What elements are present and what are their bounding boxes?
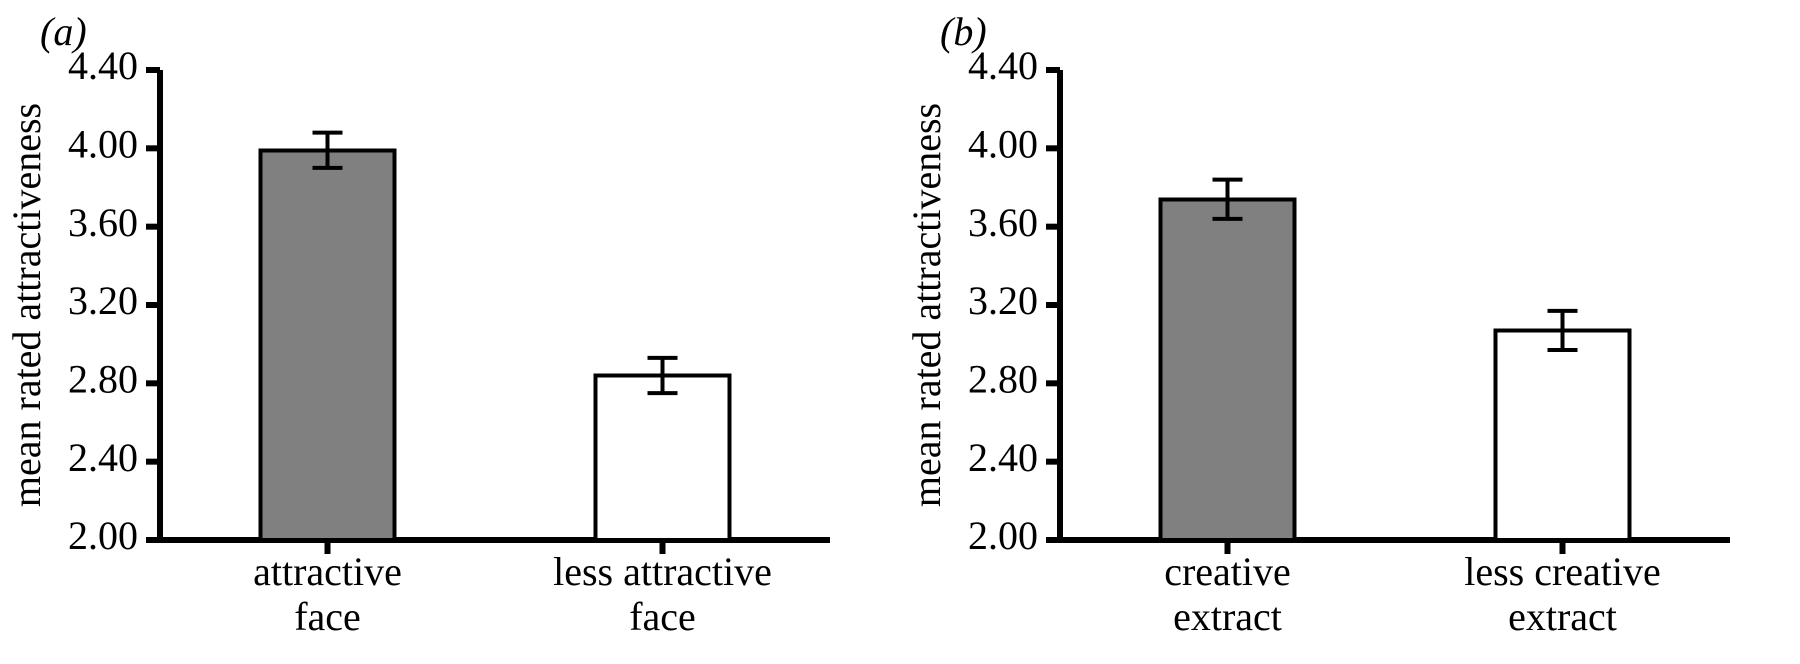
category-label: attractive — [253, 549, 402, 594]
category-label: less creative — [1464, 549, 1661, 594]
category-label: creative — [1164, 549, 1291, 594]
panel-a-svg: 2.002.402.803.203.604.004.40mean rated a… — [0, 0, 900, 664]
ytick-label: 2.00 — [968, 513, 1038, 558]
category-label: face — [629, 594, 696, 639]
bar — [596, 376, 730, 541]
ytick-label: 2.40 — [968, 435, 1038, 480]
category-label: less attractive — [553, 549, 772, 594]
panel-b-svg: 2.002.402.803.203.604.004.40mean rated a… — [900, 0, 1800, 664]
ytick-label: 4.00 — [968, 122, 1038, 167]
figure: (a) 2.002.402.803.203.604.004.40mean rat… — [0, 0, 1800, 664]
y-axis-label: mean rated attractiveness — [904, 103, 949, 507]
ytick-label: 3.60 — [68, 200, 138, 245]
ytick-label: 3.60 — [968, 200, 1038, 245]
ytick-label: 2.80 — [68, 357, 138, 402]
ytick-label: 3.20 — [68, 278, 138, 323]
bar — [261, 150, 395, 540]
ytick-label: 2.80 — [968, 357, 1038, 402]
category-label: extract — [1173, 594, 1282, 639]
panel-b-label: (b) — [940, 8, 987, 55]
panel-a: (a) 2.002.402.803.203.604.004.40mean rat… — [0, 0, 900, 664]
bar — [1161, 199, 1295, 540]
panel-b: (b) 2.002.402.803.203.604.004.40mean rat… — [900, 0, 1800, 664]
ytick-label: 4.00 — [68, 122, 138, 167]
ytick-label: 2.40 — [68, 435, 138, 480]
y-axis-label: mean rated attractiveness — [4, 103, 49, 507]
bar — [1496, 330, 1630, 540]
panel-a-label: (a) — [40, 8, 87, 55]
category-label: extract — [1508, 594, 1617, 639]
category-label: face — [294, 594, 361, 639]
ytick-label: 2.00 — [68, 513, 138, 558]
ytick-label: 3.20 — [968, 278, 1038, 323]
